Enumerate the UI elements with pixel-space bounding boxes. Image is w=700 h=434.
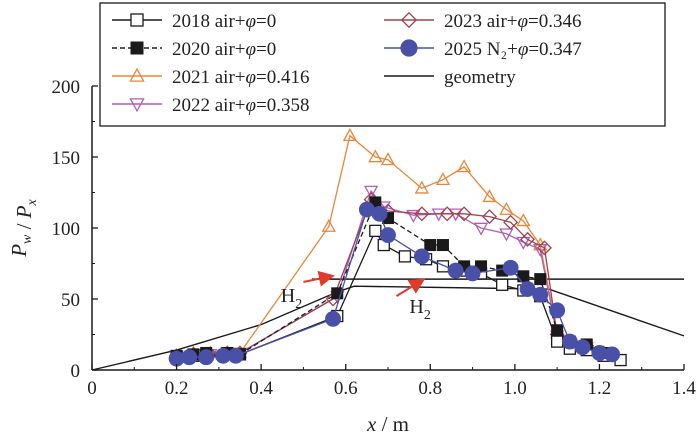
data-point-5-8 [380,227,396,244]
annotation-arrow-0 [303,270,335,287]
data-point-4-9 [439,206,455,222]
legend-label-5: 2025 N₂+φ=0.347 [444,39,582,60]
data-point-5-2 [198,349,215,366]
data-point-2-8 [380,152,396,166]
x-tick-label-7: 1.4 [672,378,696,399]
legend-label-2: 2021 air+φ=0.416 [172,67,310,88]
legend-marker-3 [129,98,145,113]
data-point-4-14 [536,240,552,256]
data-point-2-7 [368,149,383,163]
x-tick-label-3: 0.6 [334,378,358,399]
data-point-0-8 [398,250,412,263]
data-point-1-8 [424,239,437,252]
legend-label-6: geometry [444,67,516,88]
data-point-0-6 [369,224,382,237]
data-point-5-17 [574,339,591,356]
data-point-1-9 [436,239,449,252]
legend-label-3: 2022 air+φ=0.358 [172,95,310,116]
data-point-3-8 [406,209,421,223]
legend-marker-4 [400,11,418,29]
data-point-2-10 [435,172,451,186]
data-point-5-1 [181,349,198,366]
data-point-4-8 [414,206,430,222]
data-point-1-13 [517,270,530,283]
data-point-4-12 [503,214,519,230]
data-point-5-14 [532,286,549,303]
data-point-5-10 [447,262,464,279]
data-point-2-9 [414,180,429,194]
data-point-3-11 [473,222,489,236]
data-point-2-5 [321,218,336,232]
legend-marker-1 [130,41,144,55]
data-point-5-15 [549,302,566,319]
data-point-4-11 [481,209,498,225]
data-point-5-5 [325,310,341,327]
data-point-1-15 [551,324,564,337]
legend-marker-2 [129,67,145,82]
data-point-5-19 [604,346,621,363]
data-point-5-11 [464,265,481,282]
data-point-1-5 [331,287,344,300]
data-point-2-13 [499,201,514,215]
y-tick-label-1: 50 [61,290,80,311]
x-tick-label-1: 0.2 [165,378,189,399]
legend-label-4: 2023 air+φ=0.346 [444,11,582,32]
legend-marker-0 [130,13,144,27]
annotation-arrow-1 [395,278,426,298]
data-point-2-11 [456,159,472,173]
data-point-0-10 [436,260,450,273]
annotation-h2-0: H2 [281,285,302,312]
data-point-4-13 [520,231,536,247]
annotation-h2-1: H2 [409,296,430,323]
data-point-5-7 [371,205,388,222]
data-point-1-14 [534,273,547,286]
legend-marker-5 [400,39,418,57]
x-tick-label-4: 0.8 [418,378,442,399]
x-tick-label-5: 1.0 [503,378,527,399]
legend-label-1: 2020 air+φ=0 [172,39,276,60]
x-tick-label-0: 0 [87,378,97,399]
y-tick-label-3: 150 [52,148,81,169]
data-point-3-6 [363,185,379,199]
x-axis-title: x / m [366,412,409,434]
legend-box [99,2,666,127]
y-tick-label-2: 100 [52,219,81,240]
data-point-5-9 [413,248,430,265]
x-tick-label-6: 1.2 [588,378,612,399]
x-tick-label-2: 0.4 [249,378,273,399]
data-point-0-13 [496,278,509,291]
data-point-5-12 [502,259,519,276]
data-point-4-10 [456,206,472,222]
y-tick-label-4: 200 [52,77,81,98]
data-point-2-12 [482,189,497,203]
data-point-5-4 [227,347,244,364]
legend-label-0: 2018 air+φ=0 [172,11,276,32]
y-axis-title: Pw / Px [7,198,40,257]
data-point-3-12 [499,228,514,242]
data-point-2-14 [516,213,531,227]
data-point-2-6 [342,128,358,142]
data-point-0-16 [550,335,564,348]
y-tick-label-0: 0 [71,361,81,382]
